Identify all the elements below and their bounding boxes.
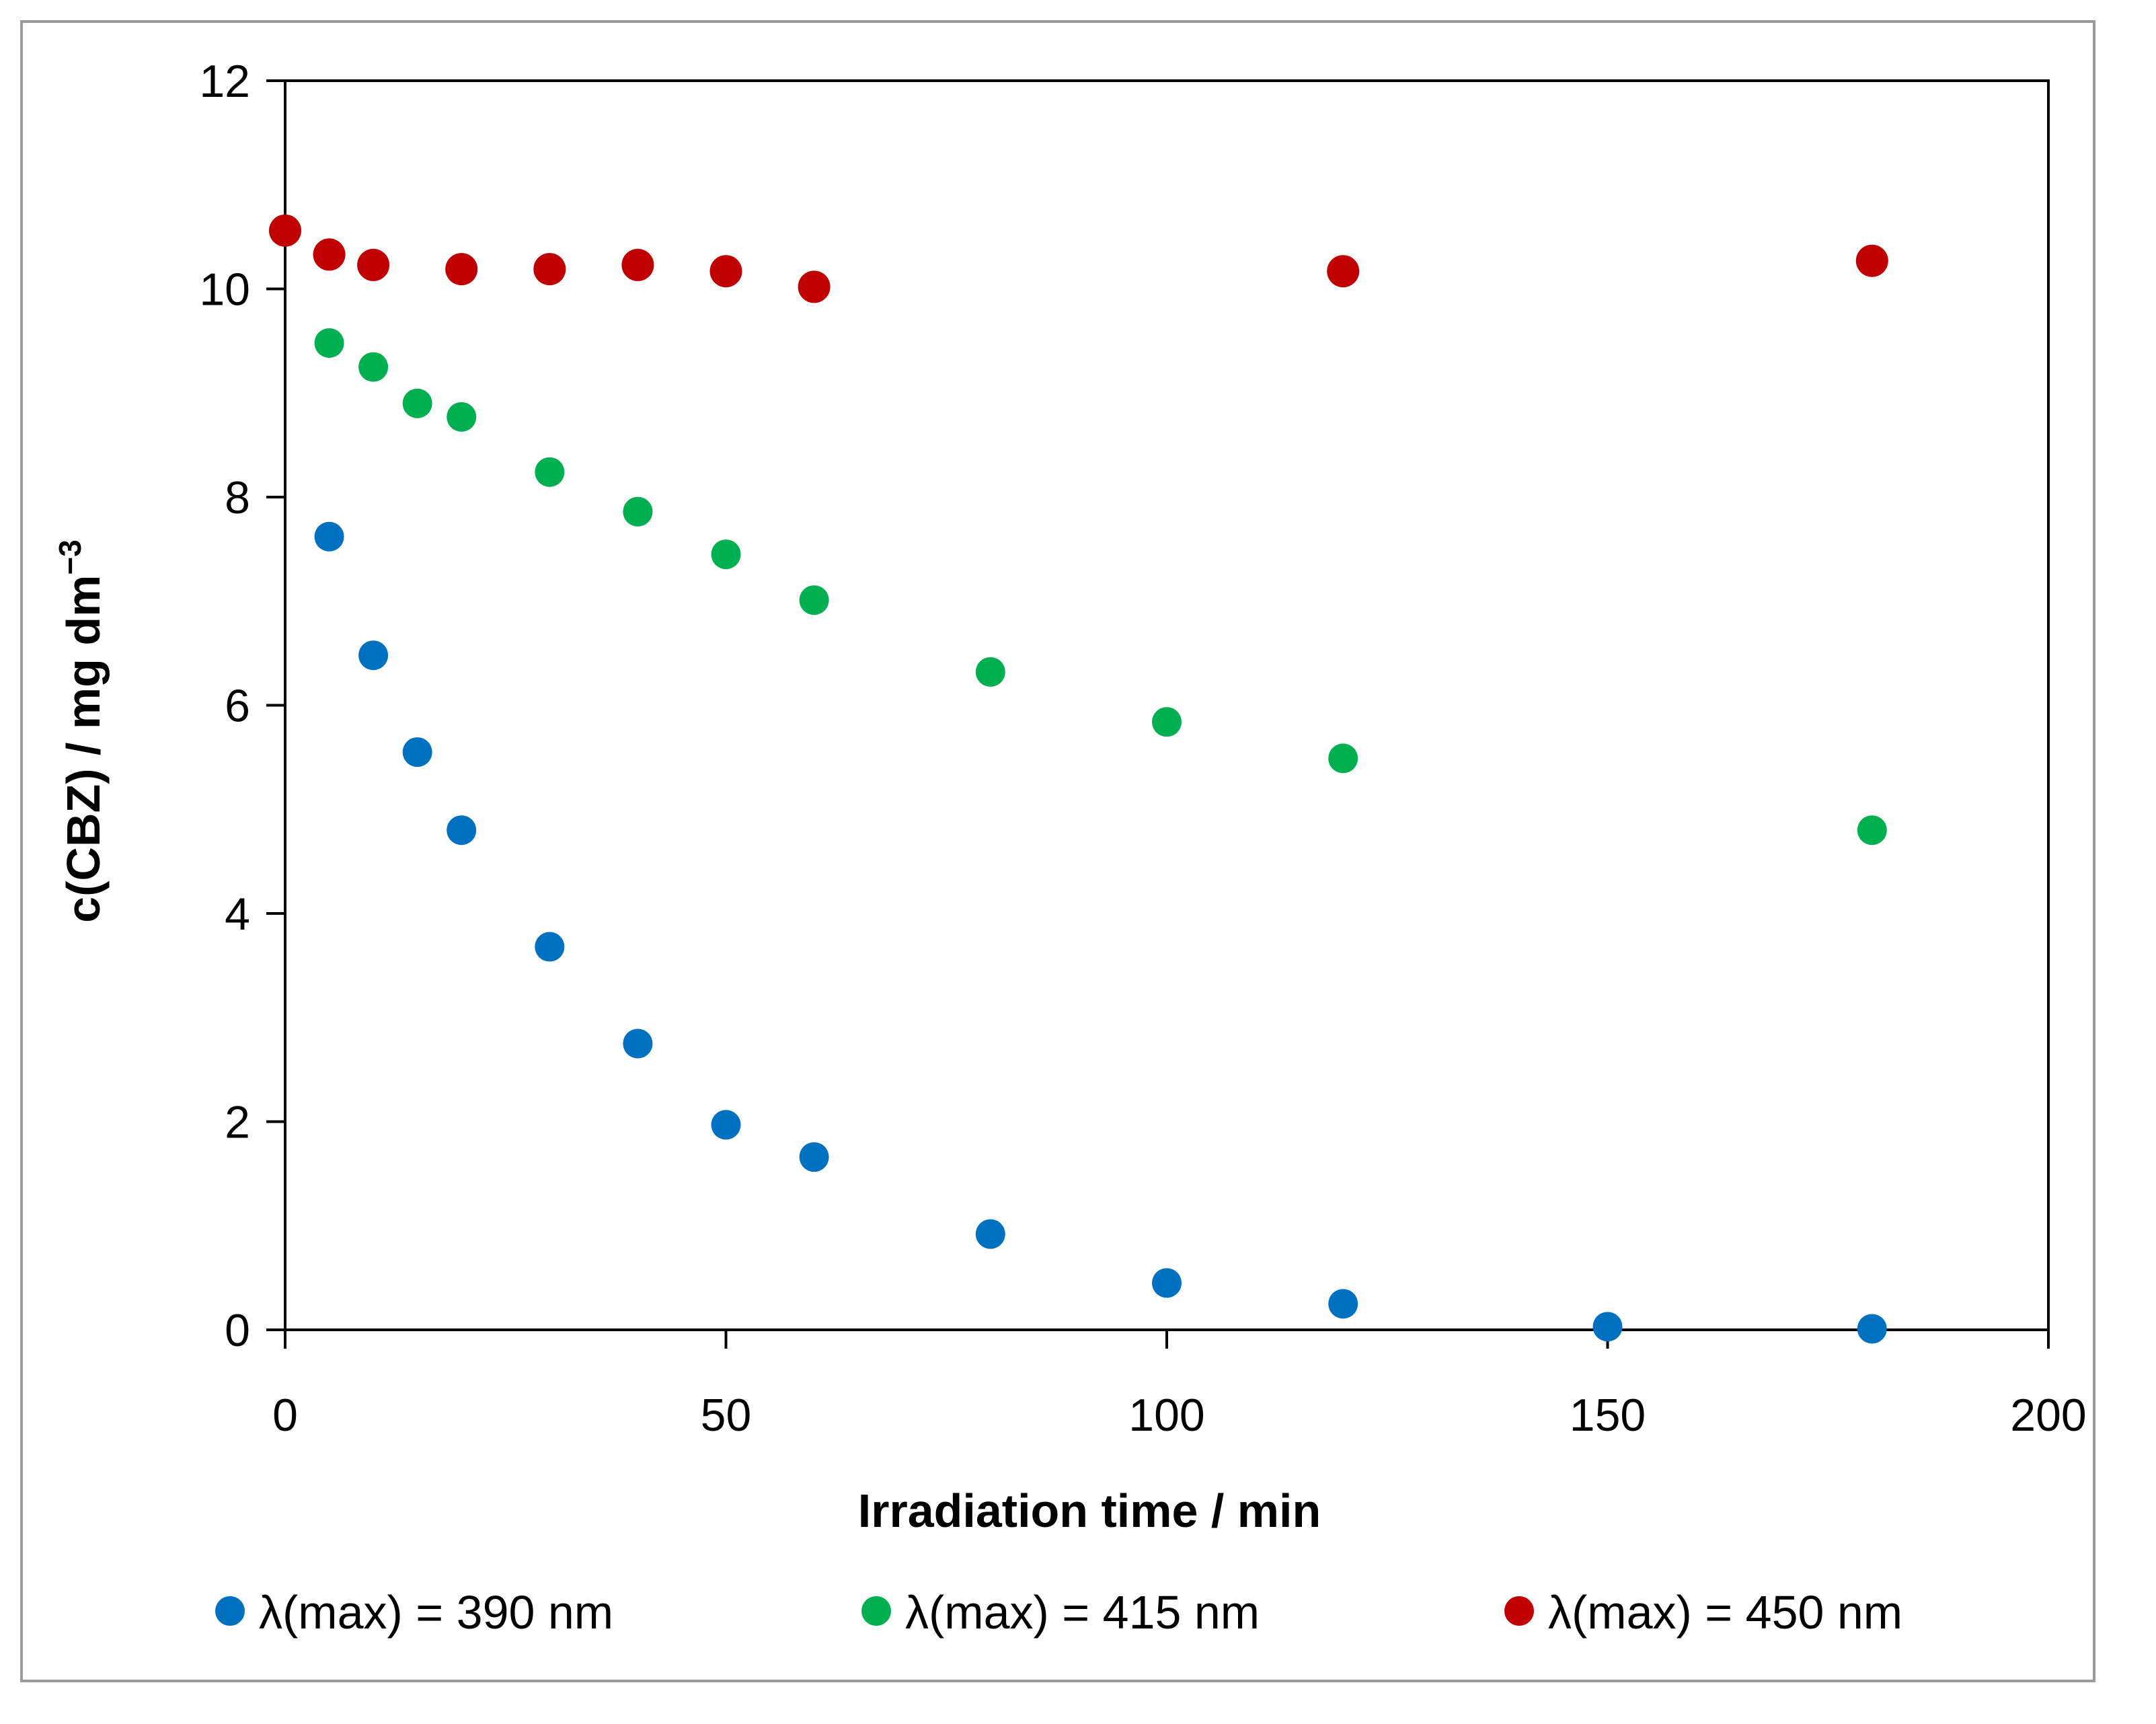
data-point — [1152, 1268, 1182, 1298]
data-point — [1328, 743, 1358, 774]
y-axis-title-superscript: −3 — [52, 539, 87, 574]
data-point — [799, 1142, 829, 1172]
y-tick-label: 8 — [225, 472, 250, 523]
data-point — [314, 328, 344, 358]
data-point — [358, 352, 389, 382]
data-point — [1327, 255, 1360, 288]
data-point — [1857, 815, 1887, 846]
x-axis-title: Irradiation time / min — [858, 1485, 1321, 1537]
y-tick-label: 4 — [225, 889, 250, 940]
data-point — [1855, 244, 1888, 277]
y-tick-label: 10 — [199, 264, 250, 315]
x-tick-label: 200 — [2010, 1390, 2086, 1441]
legend-marker — [215, 1596, 245, 1626]
tick-labels: 0 2 4 6 8 10 12 0 50 100 150 200 — [199, 56, 2086, 1441]
data-point — [1857, 1314, 1887, 1344]
y-axis-title: c(CBZ) / mg dm−3 — [52, 539, 110, 923]
data-point — [1328, 1289, 1358, 1319]
data-point — [711, 539, 741, 570]
data-point — [535, 932, 565, 962]
data-point — [799, 585, 829, 615]
series-2 — [314, 328, 1887, 846]
data-point — [975, 657, 1005, 687]
data-point — [623, 1028, 653, 1059]
x-tick-label: 150 — [1570, 1390, 1646, 1441]
data-point — [623, 496, 653, 527]
legend-item-2: λ(max) = 415 nm — [861, 1586, 1260, 1639]
data-point — [357, 248, 390, 281]
legend-label: λ(max) = 450 nm — [1548, 1586, 1902, 1639]
legend: λ(max) = 390 nm λ(max) = 415 nm λ(max) = 4… — [215, 1586, 1902, 1639]
legend-marker — [861, 1596, 891, 1626]
x-tick-label: 100 — [1128, 1390, 1204, 1441]
data-point — [447, 815, 477, 846]
y-tick-label: 6 — [225, 681, 250, 732]
axes — [266, 79, 2050, 1349]
data-point — [358, 640, 389, 671]
y-tick-label: 2 — [225, 1097, 250, 1148]
legend-label: λ(max) = 415 nm — [905, 1586, 1260, 1639]
data-points — [269, 214, 1888, 1344]
data-point — [975, 1219, 1005, 1249]
data-point — [709, 255, 742, 288]
data-point — [1592, 1312, 1623, 1342]
data-point — [314, 521, 344, 552]
data-point — [711, 1110, 741, 1140]
x-tick-label: 50 — [701, 1390, 752, 1441]
legend-marker — [1504, 1596, 1534, 1626]
series-1 — [314, 521, 1887, 1344]
data-point — [313, 238, 346, 271]
data-point — [535, 457, 565, 487]
chart-frame — [20, 20, 2095, 1682]
data-point — [402, 388, 432, 418]
y-tick-label: 0 — [225, 1305, 250, 1356]
y-axis-title-text: c(CBZ) / mg dm — [57, 575, 110, 923]
data-point — [533, 253, 566, 286]
data-point — [621, 248, 654, 281]
legend-label: λ(max) = 390 nm — [259, 1586, 613, 1639]
legend-item-3: λ(max) = 450 nm — [1504, 1586, 1902, 1639]
data-point — [1152, 707, 1182, 737]
data-point — [447, 402, 477, 432]
data-point — [798, 270, 831, 303]
y-tick-label: 12 — [199, 56, 250, 107]
data-point — [445, 253, 478, 286]
x-tick-label: 0 — [272, 1390, 298, 1441]
data-point — [402, 737, 432, 767]
data-point — [269, 214, 301, 247]
legend-item-1: λ(max) = 390 nm — [215, 1586, 613, 1639]
series-3 — [269, 214, 1888, 303]
